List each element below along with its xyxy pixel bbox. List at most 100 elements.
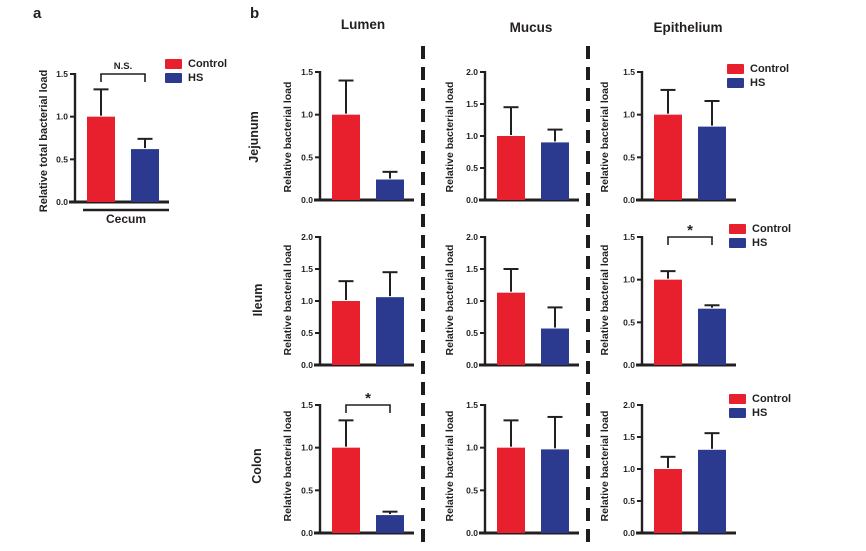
svg-text:*: *	[365, 390, 371, 407]
legend-cecum: Control HS	[165, 58, 227, 84]
chart-jejunum-epithelium: 0.0 0.5 1.0 1.5	[623, 67, 736, 205]
svg-text:0.0: 0.0	[301, 360, 313, 370]
svg-text:0.0: 0.0	[56, 197, 68, 207]
svg-text:0.5: 0.5	[466, 485, 478, 495]
hs-swatch-icon	[165, 73, 182, 83]
svg-text:2.0: 2.0	[466, 67, 478, 77]
svg-text:1.5: 1.5	[466, 400, 478, 410]
hs-swatch-icon	[727, 78, 744, 88]
row-label-ileum: Ileum	[251, 283, 265, 317]
svg-text:0.0: 0.0	[466, 528, 478, 538]
legend-control-label: Control	[750, 63, 790, 75]
svg-text:0.5: 0.5	[466, 163, 478, 173]
chart-jejunum-mucus: 0.0 0.5 1.0 1.5 2.0	[466, 67, 579, 205]
legend-row-hs: HS	[165, 72, 227, 84]
legend-colon-epithelium: Control HS	[729, 393, 791, 419]
chart-ileum-lumen: 0.0 0.5 1.0 1.5 2.0	[301, 232, 414, 370]
chart-ileum-epithelium: 0.0 0.5 1.0 1.5 *	[623, 222, 736, 370]
svg-text:1.5: 1.5	[623, 67, 635, 77]
hs-swatch-icon	[729, 238, 746, 248]
chart-ileum-mucus: 0.0 0.5 1.0 1.5 2.0	[466, 232, 579, 370]
svg-text:0.5: 0.5	[623, 152, 635, 162]
svg-text:0.5: 0.5	[466, 328, 478, 338]
svg-text:0.5: 0.5	[301, 152, 313, 162]
svg-text:2.0: 2.0	[466, 232, 478, 242]
y-axis-title-jejunum-lumen: Relative bacterial load	[282, 81, 294, 193]
hs-swatch-icon	[729, 408, 746, 418]
y-axis-title-ileum-lumen: Relative bacterial load	[282, 244, 294, 356]
dashed-divider-lumen-mucus	[421, 46, 425, 546]
svg-text:2.0: 2.0	[623, 400, 635, 410]
svg-text:0.5: 0.5	[301, 328, 313, 338]
row-label-jejunum: Jejunum	[247, 111, 261, 163]
legend-row-hs: HS	[729, 237, 791, 249]
svg-text:0.5: 0.5	[623, 317, 635, 327]
svg-text:1.0: 1.0	[301, 443, 313, 453]
svg-text:1.0: 1.0	[56, 112, 68, 122]
legend-jejunum-epithelium: Control HS	[727, 63, 789, 89]
chart-colon-epithelium: 0.0 0.5 1.0 1.5 2.0	[623, 400, 736, 538]
svg-text:1.5: 1.5	[623, 232, 635, 242]
legend-hs-label: HS	[752, 407, 768, 419]
chart-cecum: 0.0 0.5 1.0 1.5 N.S. Cecum	[56, 61, 169, 226]
column-header-mucus: Mucus	[509, 20, 553, 35]
svg-text:1.0: 1.0	[301, 110, 313, 120]
legend-row-control: Control	[729, 393, 791, 405]
column-header-lumen: Lumen	[340, 17, 386, 32]
legend-row-control: Control	[727, 63, 789, 75]
legend-row-control: Control	[729, 223, 791, 235]
svg-text:0.0: 0.0	[301, 195, 313, 205]
svg-text:1.0: 1.0	[623, 275, 635, 285]
svg-text:0.0: 0.0	[623, 360, 635, 370]
svg-text:0.5: 0.5	[301, 485, 313, 495]
dashed-divider-mucus-epithelium	[586, 46, 590, 546]
svg-text:*: *	[687, 222, 693, 239]
legend-row-hs: HS	[727, 77, 789, 89]
svg-text:1.0: 1.0	[623, 464, 635, 474]
legend-row-hs: HS	[729, 407, 791, 419]
svg-text:1.5: 1.5	[466, 99, 478, 109]
control-swatch-icon	[729, 224, 746, 234]
row-label-colon: Colon	[250, 448, 264, 484]
control-swatch-icon	[729, 394, 746, 404]
column-header-epithelium: Epithelium	[653, 20, 723, 35]
svg-text:1.5: 1.5	[56, 69, 68, 79]
control-swatch-icon	[165, 59, 182, 69]
panel-b-label: b	[250, 5, 260, 22]
svg-text:0.0: 0.0	[301, 528, 313, 538]
svg-text:0.0: 0.0	[466, 360, 478, 370]
legend-row-control: Control	[165, 58, 227, 70]
control-swatch-icon	[727, 64, 744, 74]
legend-hs-label: HS	[750, 77, 766, 89]
svg-text:1.0: 1.0	[466, 131, 478, 141]
svg-text:0.0: 0.0	[623, 528, 635, 538]
svg-text:1.5: 1.5	[301, 400, 313, 410]
chart-jejunum-lumen: 0.0 0.5 1.0 1.5	[301, 67, 414, 205]
legend-control-label: Control	[752, 223, 792, 235]
svg-text:1.0: 1.0	[301, 296, 313, 306]
svg-text:0.5: 0.5	[623, 496, 635, 506]
svg-text:1.0: 1.0	[466, 443, 478, 453]
legend-hs-label: HS	[752, 237, 768, 249]
chart-colon-lumen: 0.0 0.5 1.0 1.5 *	[301, 390, 414, 538]
legend-hs-label: HS	[188, 72, 204, 84]
svg-text:1.0: 1.0	[623, 110, 635, 120]
svg-text:2.0: 2.0	[301, 232, 313, 242]
svg-text:0.0: 0.0	[466, 195, 478, 205]
svg-text:1.0: 1.0	[466, 296, 478, 306]
svg-text:Cecum: Cecum	[106, 212, 146, 226]
svg-text:0.0: 0.0	[623, 195, 635, 205]
legend-control-label: Control	[188, 58, 228, 70]
svg-text:0.5: 0.5	[56, 154, 68, 164]
svg-text:1.5: 1.5	[301, 67, 313, 77]
svg-text:1.5: 1.5	[466, 264, 478, 274]
legend-ileum-epithelium: Control HS	[729, 223, 791, 249]
svg-text:N.S.: N.S.	[114, 61, 132, 72]
y-axis-title-colon-lumen: Relative bacterial load	[282, 410, 294, 522]
svg-text:1.5: 1.5	[301, 264, 313, 274]
chart-colon-mucus: 0.0 0.5 1.0 1.5	[466, 400, 579, 538]
legend-control-label: Control	[752, 393, 792, 405]
panel-a-label: a	[33, 5, 42, 22]
svg-text:1.5: 1.5	[623, 432, 635, 442]
